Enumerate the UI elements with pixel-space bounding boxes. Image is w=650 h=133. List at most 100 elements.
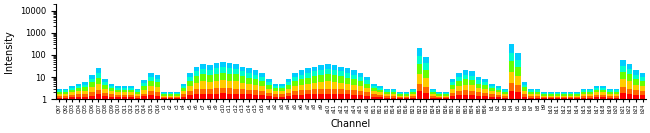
Bar (227, 74, 232, 81)
Bar (535, 90, 540, 92)
Bar (594, 86, 599, 88)
Bar (240, 76, 245, 83)
Bar (306, 78, 311, 84)
Bar (548, 94, 554, 96)
Bar (292, 91, 298, 95)
Bar (207, 89, 213, 94)
Bar (548, 93, 554, 94)
Bar (450, 93, 455, 96)
Bar (423, 93, 429, 99)
Bar (391, 90, 396, 92)
Bar (627, 81, 632, 88)
Bar (522, 97, 527, 99)
Bar (168, 98, 174, 99)
Bar (633, 79, 639, 85)
Bar (371, 97, 376, 99)
Bar (246, 73, 252, 78)
Bar (371, 84, 376, 86)
Bar (181, 86, 187, 88)
Bar (122, 88, 127, 90)
Bar (194, 94, 200, 99)
Bar (266, 82, 272, 85)
Bar (338, 83, 344, 89)
Bar (463, 70, 468, 75)
Bar (266, 96, 272, 99)
Bar (220, 88, 226, 93)
Bar (482, 89, 488, 93)
Bar (142, 83, 147, 86)
Bar (200, 64, 206, 69)
Bar (279, 88, 285, 91)
Bar (594, 97, 599, 99)
Bar (528, 92, 534, 94)
Bar (371, 88, 376, 91)
Bar (509, 61, 514, 72)
Bar (142, 86, 147, 90)
Bar (620, 72, 626, 80)
Bar (115, 95, 121, 97)
Bar (312, 83, 317, 89)
Bar (509, 53, 514, 61)
Bar (266, 79, 272, 82)
Bar (299, 79, 304, 85)
Bar (561, 93, 567, 94)
Bar (495, 97, 501, 99)
Bar (443, 94, 448, 96)
Bar (620, 93, 626, 99)
Bar (220, 80, 226, 88)
Bar (174, 97, 180, 98)
Bar (338, 76, 344, 83)
Bar (633, 95, 639, 99)
Bar (378, 97, 383, 99)
Bar (541, 97, 547, 98)
Bar (640, 86, 645, 91)
Bar (391, 97, 396, 99)
Bar (495, 92, 501, 95)
Bar (607, 92, 612, 94)
Bar (633, 90, 639, 95)
Bar (253, 90, 259, 95)
Bar (253, 95, 259, 99)
Bar (397, 97, 403, 98)
Bar (174, 96, 180, 97)
Bar (96, 84, 101, 90)
Bar (417, 74, 423, 84)
Bar (214, 94, 219, 99)
Bar (456, 73, 461, 77)
Bar (397, 93, 403, 94)
Bar (410, 90, 416, 92)
Bar (292, 81, 298, 86)
Bar (187, 86, 193, 91)
Bar (56, 96, 62, 97)
Bar (128, 92, 134, 95)
Bar (76, 91, 81, 94)
Bar (640, 77, 645, 81)
Bar (423, 70, 429, 78)
Bar (56, 92, 62, 94)
Bar (135, 94, 140, 96)
Bar (89, 92, 94, 95)
Bar (161, 97, 166, 98)
Bar (318, 75, 324, 82)
Bar (601, 95, 606, 97)
Bar (325, 94, 331, 99)
Bar (89, 82, 94, 87)
Bar (63, 94, 68, 96)
Bar (70, 86, 75, 88)
Bar (168, 94, 174, 96)
Bar (338, 66, 344, 71)
Bar (102, 85, 108, 89)
Bar (279, 86, 285, 88)
Bar (115, 97, 121, 99)
Bar (306, 94, 311, 99)
Bar (378, 92, 383, 95)
Bar (640, 81, 645, 86)
Bar (227, 63, 232, 68)
Bar (410, 96, 416, 97)
Bar (489, 91, 495, 94)
Bar (614, 90, 619, 92)
Bar (417, 84, 423, 92)
Bar (148, 73, 153, 77)
Bar (128, 88, 134, 90)
Bar (456, 95, 461, 99)
